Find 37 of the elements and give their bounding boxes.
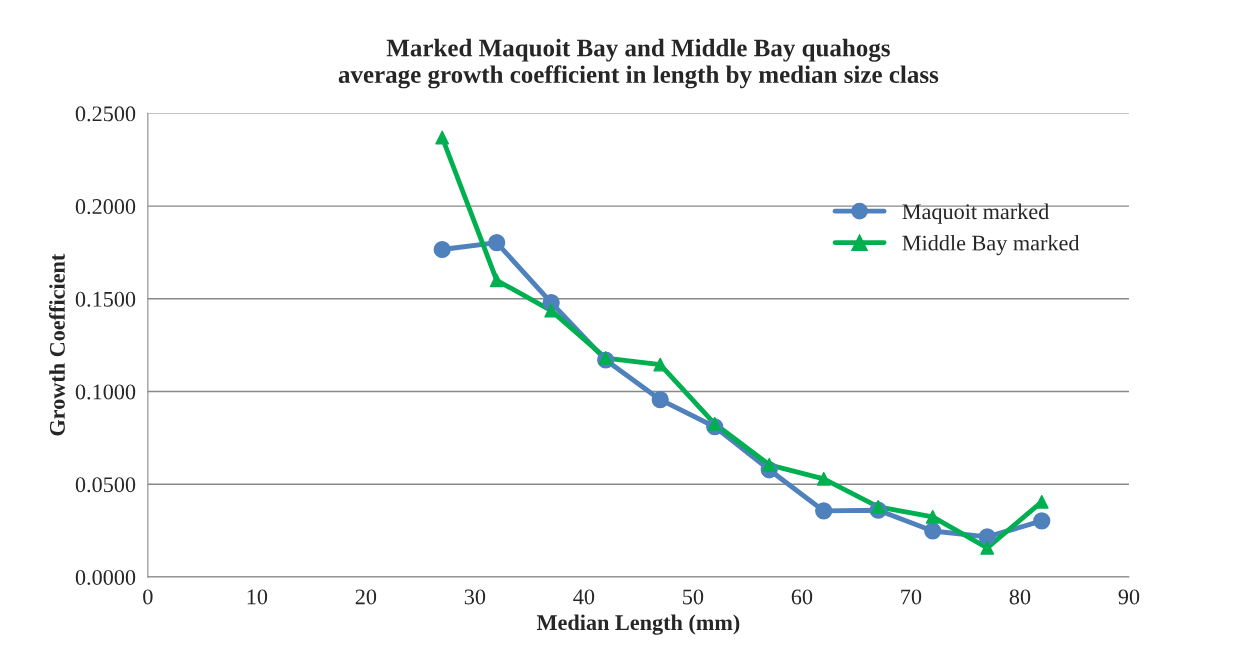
chart-title: Marked Maquoit Bay and Middle Bay quahogs average growth coefficient in length by median size class — [338, 38, 939, 89]
point — [762, 457, 777, 472]
legend-label: Middle Bay marked — [902, 234, 1080, 256]
x-tick-label: 0 — [143, 589, 153, 605]
legend-label: Maquoit marked — [902, 203, 1049, 224]
point — [653, 357, 668, 372]
x-tick-label: 90 — [1118, 589, 1140, 605]
x-tick-label: 30 — [464, 589, 486, 605]
y-tick-label: 0.1500 — [75, 291, 136, 307]
point — [871, 499, 886, 514]
point — [488, 234, 506, 252]
x-tick-label: 70 — [901, 589, 922, 605]
y-tick-label: 0.0500 — [75, 477, 136, 493]
point — [815, 502, 833, 520]
x-tick-label: 60 — [791, 589, 813, 605]
point — [816, 471, 831, 486]
point — [489, 273, 504, 288]
point — [433, 240, 451, 259]
point — [980, 540, 995, 555]
point — [435, 130, 450, 145]
x-tick-label: 40 — [573, 589, 595, 605]
point — [1033, 512, 1051, 530]
x-tick-label: 10 — [247, 589, 268, 605]
y-tick-label: 0.2500 — [75, 106, 136, 122]
x-tick-label: 20 — [355, 589, 377, 605]
point — [707, 416, 722, 431]
y-tick-label: 0.2000 — [75, 199, 136, 215]
point — [651, 391, 669, 409]
point — [925, 509, 940, 524]
x-axis-title: Median Length (mm) — [536, 614, 740, 635]
y-tick-label: 0.1000 — [75, 384, 136, 400]
y-tick-label: 0.0000 — [75, 569, 136, 585]
y-axis-title: Growth Coefficient — [49, 253, 65, 436]
point — [924, 522, 942, 540]
x-tick-label: 80 — [1009, 589, 1031, 605]
x-tick-label: 50 — [683, 589, 704, 605]
point — [978, 528, 996, 546]
